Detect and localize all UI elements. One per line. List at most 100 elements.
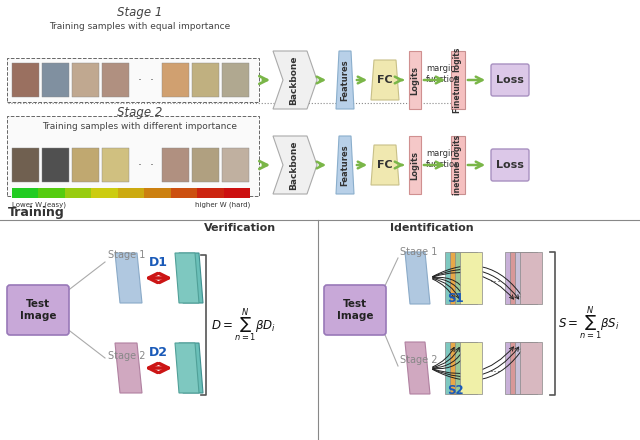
Polygon shape	[179, 253, 203, 303]
Polygon shape	[371, 145, 399, 185]
Bar	[162, 63, 189, 97]
Polygon shape	[450, 252, 472, 304]
Text: Lower W (easy): Lower W (easy)	[12, 201, 66, 208]
Polygon shape	[520, 252, 542, 304]
FancyBboxPatch shape	[7, 285, 69, 335]
Text: Backbone: Backbone	[289, 55, 298, 105]
Bar	[223, 188, 250, 198]
FancyBboxPatch shape	[7, 116, 259, 196]
Text: FC: FC	[377, 160, 393, 170]
Polygon shape	[520, 342, 542, 394]
Bar	[409, 136, 421, 194]
Bar	[451, 136, 465, 194]
Text: S2: S2	[447, 384, 463, 396]
Polygon shape	[273, 136, 317, 194]
Bar	[12, 63, 39, 97]
Text: Logits: Logits	[410, 150, 419, 180]
Text: Loss: Loss	[496, 160, 524, 170]
Polygon shape	[515, 252, 537, 304]
FancyBboxPatch shape	[491, 64, 529, 96]
Bar	[72, 63, 99, 97]
Text: Verification: Verification	[204, 223, 276, 233]
Bar	[42, 148, 69, 182]
Text: Training samples with different importance: Training samples with different importan…	[42, 121, 237, 131]
Polygon shape	[179, 343, 203, 393]
Polygon shape	[505, 252, 527, 304]
Bar	[12, 188, 38, 198]
Polygon shape	[445, 252, 467, 304]
Polygon shape	[450, 342, 472, 394]
Text: Stage 1: Stage 1	[117, 6, 163, 18]
Text: Training: Training	[8, 205, 65, 219]
Bar	[409, 51, 421, 109]
Polygon shape	[505, 342, 527, 394]
Polygon shape	[336, 136, 354, 194]
Bar	[118, 188, 144, 198]
Text: D2: D2	[149, 345, 168, 359]
Text: Loss: Loss	[496, 75, 524, 85]
Text: higher W (hard): higher W (hard)	[195, 201, 250, 208]
Polygon shape	[460, 252, 482, 304]
Polygon shape	[175, 253, 199, 303]
Bar	[192, 148, 219, 182]
Bar	[144, 188, 171, 198]
Bar	[192, 63, 219, 97]
Text: $D = \sum_{n=1}^{N} \beta D_i$: $D = \sum_{n=1}^{N} \beta D_i$	[211, 306, 276, 344]
Bar	[102, 63, 129, 97]
Polygon shape	[515, 342, 537, 394]
Text: FC: FC	[377, 75, 393, 85]
Polygon shape	[405, 252, 430, 304]
Text: Stage 1: Stage 1	[108, 250, 145, 260]
Polygon shape	[510, 252, 532, 304]
Polygon shape	[175, 343, 199, 393]
Polygon shape	[455, 342, 477, 394]
Text: $S = \sum_{n=1}^{N} \beta S_i$: $S = \sum_{n=1}^{N} \beta S_i$	[558, 305, 620, 342]
Text: Stage 2: Stage 2	[400, 355, 438, 365]
Text: margin
function: margin function	[426, 149, 461, 169]
Bar	[197, 188, 223, 198]
Text: Test
Image: Test Image	[20, 299, 56, 321]
Text: ...: ...	[490, 271, 502, 285]
Text: Training samples with equal importance: Training samples with equal importance	[49, 22, 230, 30]
Polygon shape	[460, 342, 482, 394]
Polygon shape	[273, 51, 317, 109]
Polygon shape	[510, 342, 532, 394]
Text: ·  ·: · ·	[138, 73, 154, 87]
Bar	[222, 63, 249, 97]
Polygon shape	[445, 342, 467, 394]
Bar	[65, 188, 92, 198]
Text: Features: Features	[340, 59, 349, 101]
Text: Test
Image: Test Image	[337, 299, 373, 321]
FancyBboxPatch shape	[324, 285, 386, 335]
Text: D1: D1	[149, 256, 168, 268]
Text: S1: S1	[447, 292, 463, 304]
FancyBboxPatch shape	[7, 58, 259, 102]
Bar	[12, 148, 39, 182]
Polygon shape	[405, 342, 430, 394]
Bar	[38, 188, 65, 198]
Bar	[162, 148, 189, 182]
Bar	[171, 188, 197, 198]
Text: ...: ...	[490, 362, 502, 374]
Bar	[92, 188, 118, 198]
Polygon shape	[455, 252, 477, 304]
Bar	[451, 51, 465, 109]
Text: Features: Features	[340, 144, 349, 186]
Text: Backbone: Backbone	[289, 140, 298, 190]
Bar	[102, 148, 129, 182]
Text: Finetune logits: Finetune logits	[454, 48, 463, 113]
Text: Identification: Identification	[390, 223, 474, 233]
FancyBboxPatch shape	[491, 149, 529, 181]
Bar	[72, 148, 99, 182]
Polygon shape	[115, 343, 142, 393]
Text: margin
function: margin function	[426, 64, 461, 84]
Text: Stage 2: Stage 2	[117, 106, 163, 118]
Text: Logits: Logits	[410, 66, 419, 95]
Polygon shape	[371, 60, 399, 100]
Polygon shape	[336, 51, 354, 109]
Text: ·  ·: · ·	[138, 158, 154, 172]
Text: inetune logits: inetune logits	[454, 135, 463, 195]
Text: Stage 1: Stage 1	[400, 247, 437, 257]
Bar	[222, 148, 249, 182]
Bar	[42, 63, 69, 97]
